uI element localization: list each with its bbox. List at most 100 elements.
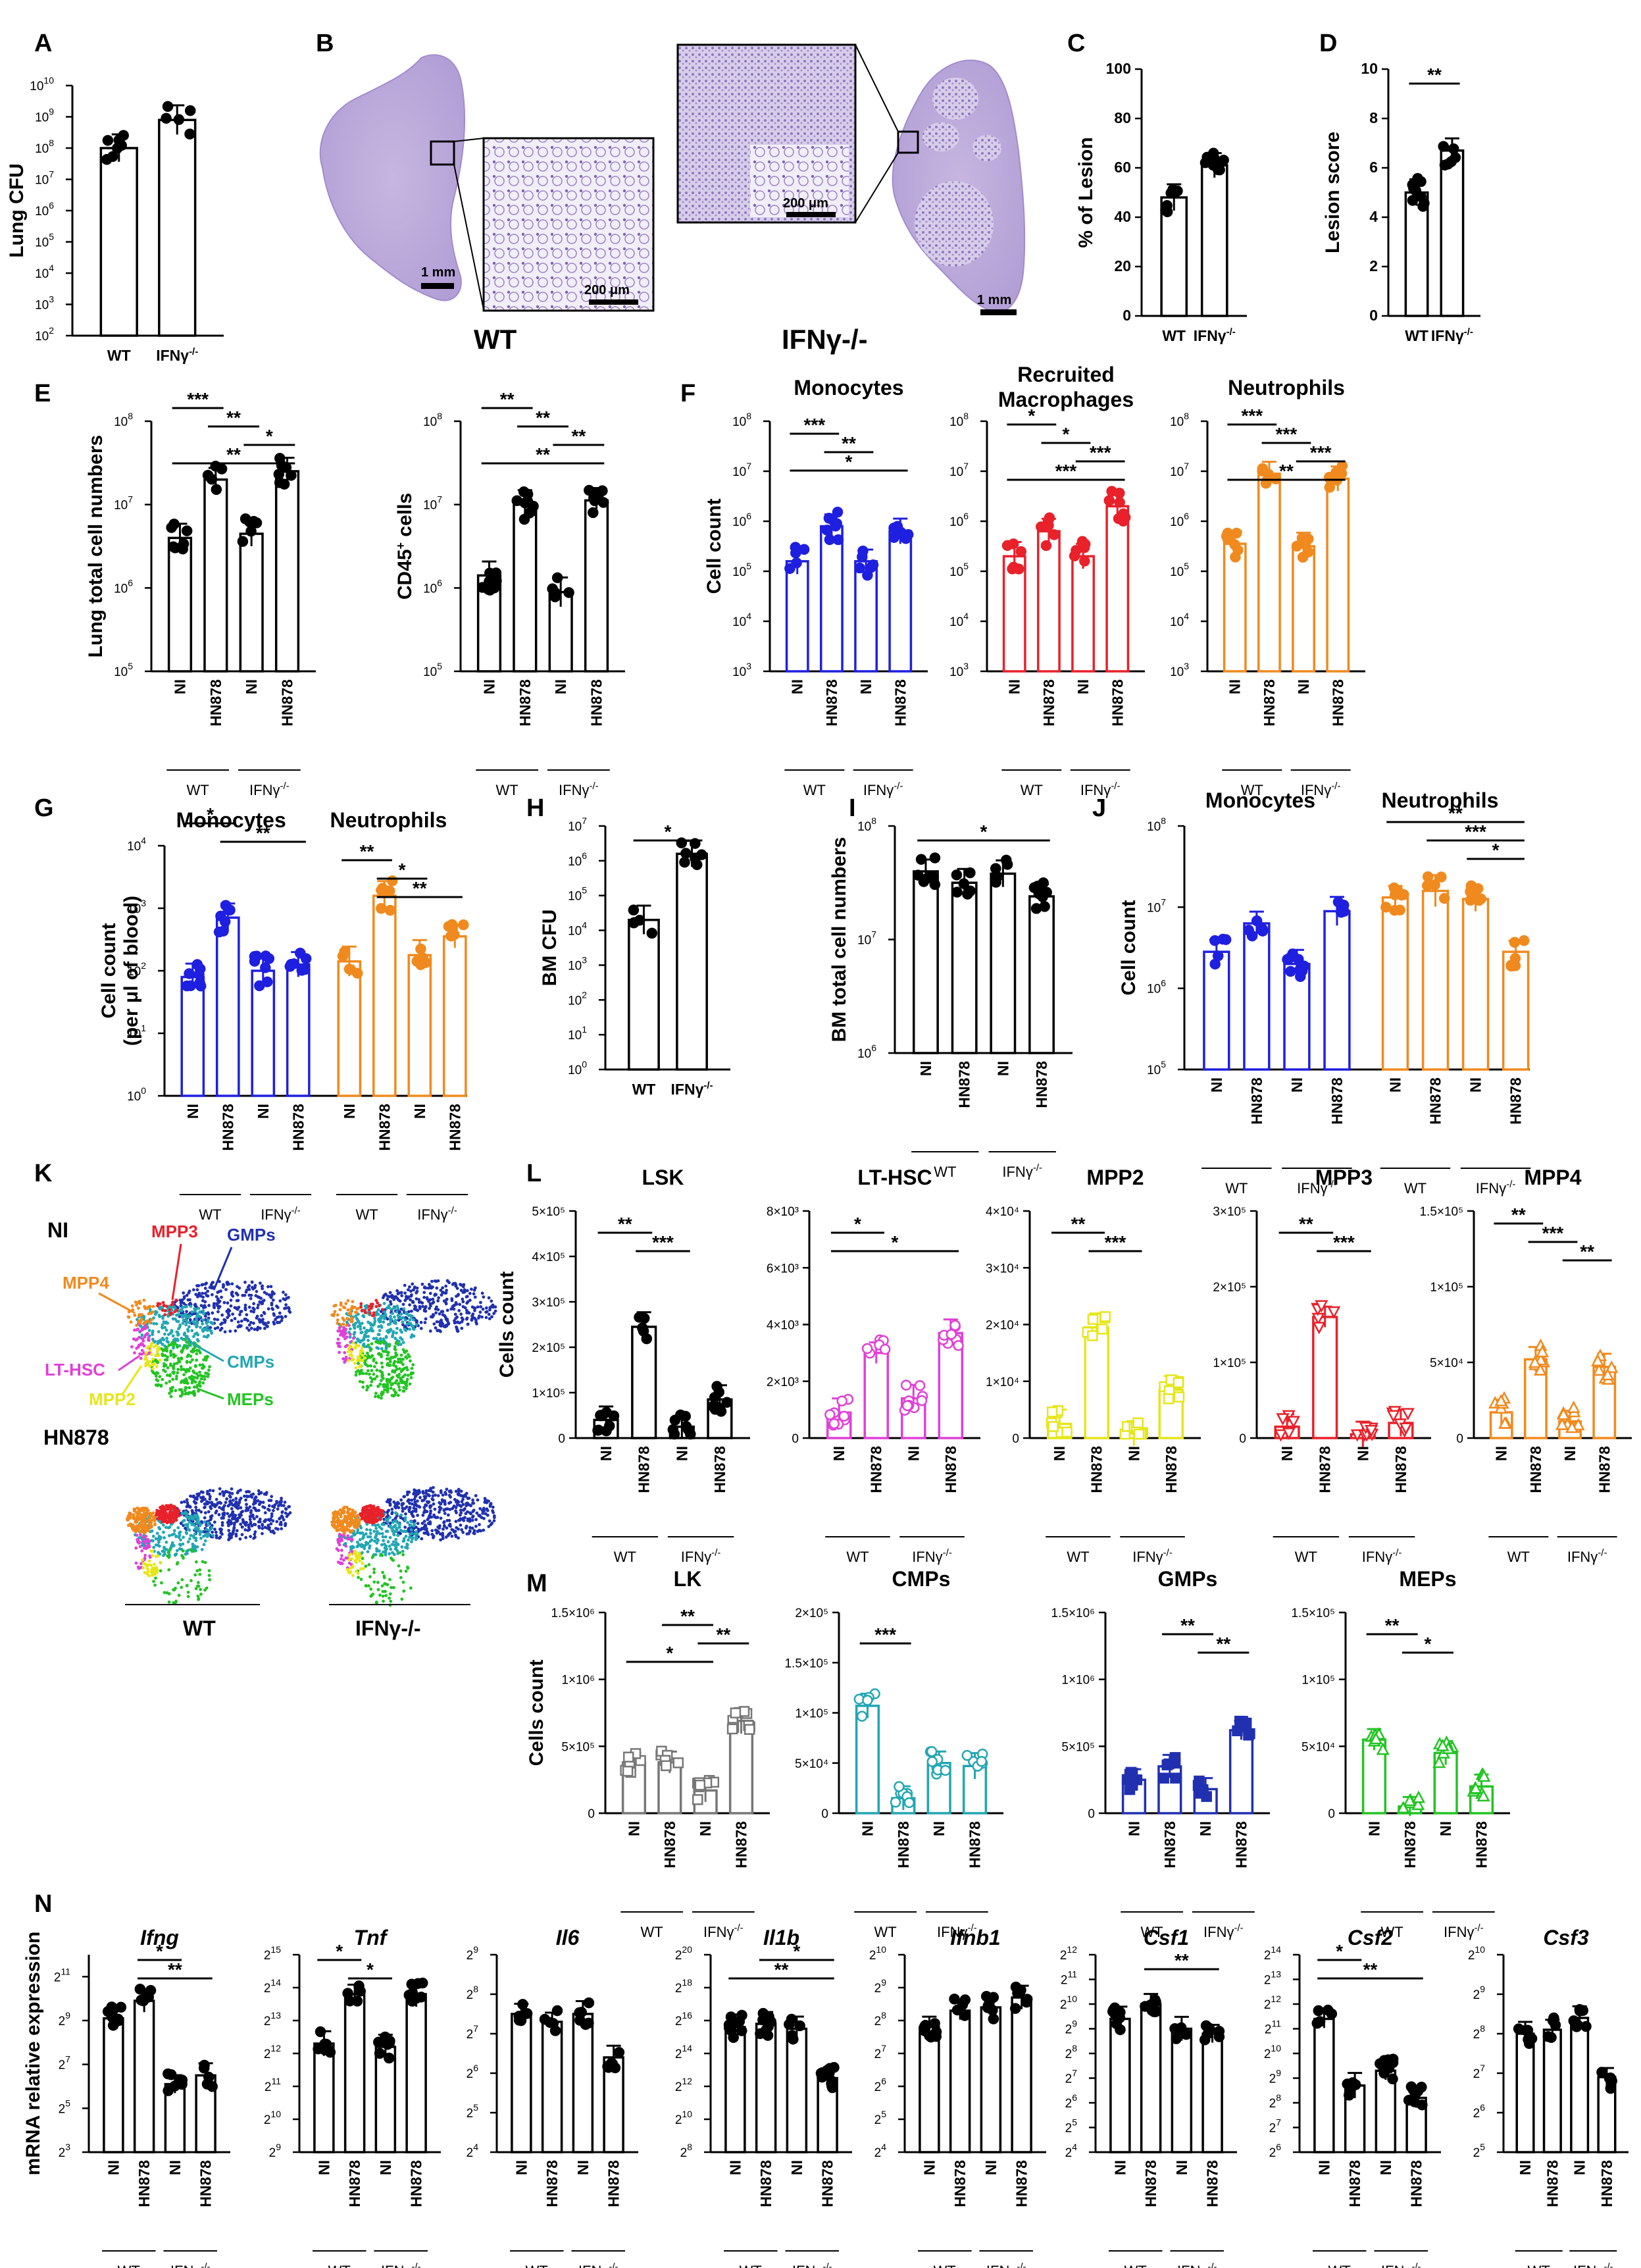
umap-point — [411, 1301, 415, 1304]
umap-point — [348, 1507, 352, 1511]
umap-point — [464, 1512, 468, 1516]
umap-point — [397, 1357, 400, 1361]
umap-point — [403, 1373, 407, 1377]
umap-point — [214, 1511, 218, 1514]
bar — [1105, 505, 1130, 673]
umap-point — [351, 1341, 355, 1345]
significance-label: *** — [1241, 405, 1263, 426]
data-point — [1103, 495, 1115, 506]
umap-point — [266, 1524, 270, 1527]
data-point — [951, 887, 963, 898]
umap-point — [172, 1367, 176, 1370]
umap-point — [408, 1318, 412, 1322]
umap-point — [399, 1379, 403, 1383]
umap-point — [459, 1289, 463, 1292]
umap-point — [338, 1308, 342, 1312]
umap-point — [484, 1316, 488, 1320]
umap-point — [454, 1520, 458, 1524]
umap-point — [394, 1295, 397, 1299]
umap-point — [445, 1526, 449, 1530]
umap-point — [356, 1318, 359, 1322]
umap-point — [195, 1284, 199, 1287]
umap-point — [198, 1533, 202, 1536]
umap-point — [367, 1304, 371, 1308]
bar — [99, 147, 138, 337]
umap-point — [413, 1497, 417, 1501]
category-label: NI — [1226, 679, 1244, 694]
data-point — [249, 951, 261, 962]
umap-point — [421, 1304, 424, 1308]
bar — [1071, 555, 1096, 673]
umap-point — [149, 1312, 153, 1315]
umap-point — [193, 1376, 196, 1379]
significance-label: *** — [652, 1232, 674, 1252]
umap-point — [430, 1497, 434, 1501]
umap-point — [206, 1289, 210, 1293]
umap-point — [253, 1535, 257, 1539]
umap-point — [398, 1310, 401, 1314]
umap-point — [185, 1346, 189, 1350]
genotype-label-ifng: IFNγ-/- — [1431, 326, 1473, 344]
umap-point — [181, 1549, 185, 1553]
data-point — [244, 516, 255, 528]
umap-point — [376, 1340, 379, 1344]
umap-point — [161, 1326, 164, 1329]
umap-point — [442, 1521, 446, 1524]
data-point — [162, 101, 174, 112]
umap-point — [349, 1333, 352, 1336]
umap-point — [468, 1530, 472, 1533]
umap-point — [185, 1549, 189, 1553]
umap-point — [391, 1528, 395, 1532]
umap-point — [180, 1501, 184, 1505]
category-label: HN878 — [1033, 1061, 1050, 1108]
umap-point — [465, 1504, 468, 1508]
category-label: HN878 — [1329, 679, 1346, 727]
umap-point — [196, 1581, 200, 1584]
umap-point — [260, 1314, 263, 1318]
umap-point — [391, 1551, 394, 1555]
umap-point — [341, 1322, 345, 1326]
umap-point — [381, 1374, 385, 1377]
umap-point — [401, 1580, 405, 1584]
umap-point — [365, 1388, 368, 1392]
umap-point — [361, 1535, 365, 1539]
umap-point — [423, 1321, 427, 1324]
umap-point — [199, 1592, 203, 1596]
umap-point — [413, 1491, 416, 1495]
significance-label: *** — [1276, 424, 1298, 444]
umap-point — [411, 1535, 415, 1539]
umap-point — [417, 1301, 421, 1304]
umap-point — [202, 1335, 206, 1339]
umap-point — [174, 1586, 177, 1590]
umap-point — [222, 1301, 226, 1304]
umap-point — [332, 1304, 336, 1308]
umap-point — [437, 1296, 440, 1300]
umap-point — [195, 1492, 199, 1496]
umap-point — [234, 1291, 238, 1295]
umap-point — [358, 1365, 361, 1369]
y-tick-label: 0 — [1012, 1432, 1019, 1446]
data-point — [1048, 529, 1060, 540]
umap-point — [215, 1295, 218, 1299]
umap-point — [368, 1532, 372, 1535]
umap-point — [349, 1545, 353, 1549]
umap-point — [174, 1389, 178, 1393]
y-axis-label: CD45+ cells — [394, 493, 416, 600]
umap-point — [341, 1357, 345, 1361]
umap-point — [381, 1570, 384, 1574]
umap-point — [382, 1391, 385, 1395]
ifng-scale-label-1mm: 1 mm — [977, 293, 1011, 307]
umap-point — [145, 1510, 149, 1514]
umap-point — [373, 1316, 376, 1320]
category-label: NI — [480, 679, 497, 694]
umap-point — [176, 1508, 179, 1512]
chart-title: Neutrophils — [1382, 788, 1499, 812]
umap-point — [155, 1322, 159, 1326]
y-tick-label: 105 — [568, 885, 587, 904]
umap-point — [213, 1520, 216, 1524]
bar — [1440, 149, 1465, 317]
umap-point — [350, 1538, 354, 1541]
umap-point — [197, 1597, 201, 1601]
umap-point — [386, 1323, 390, 1326]
umap-point — [209, 1518, 213, 1522]
